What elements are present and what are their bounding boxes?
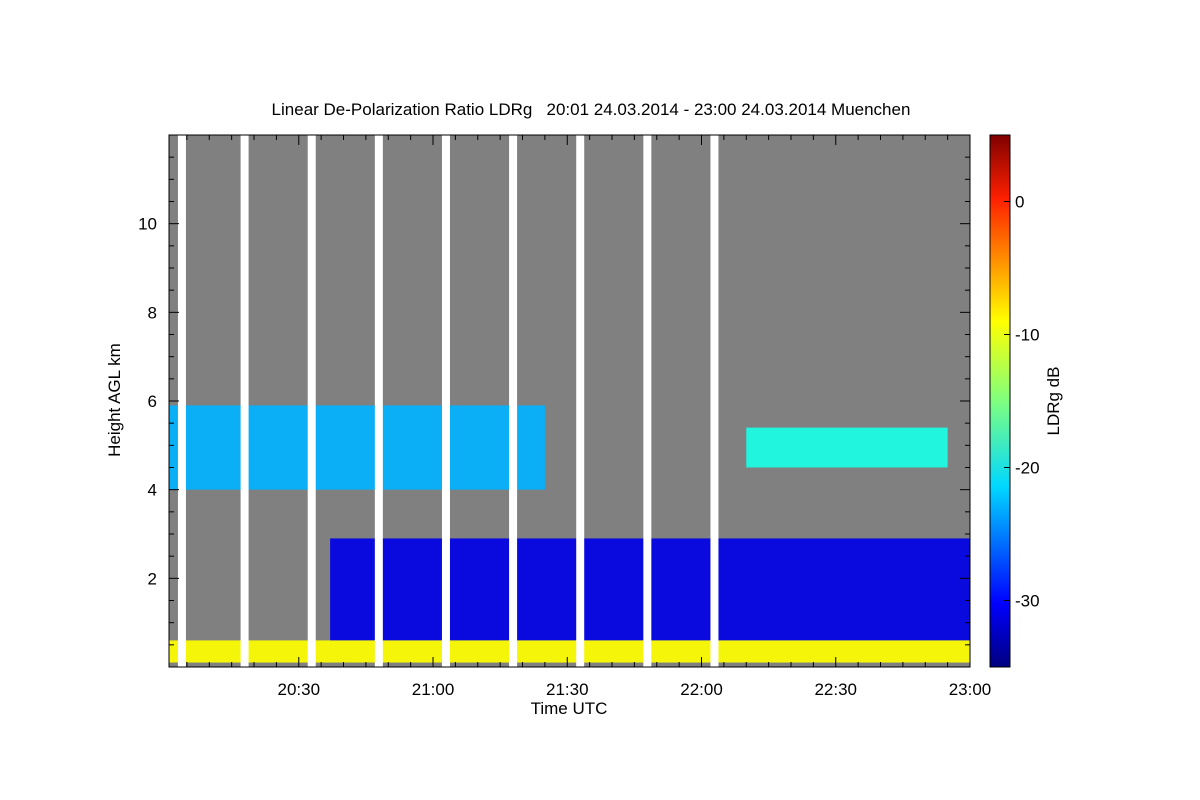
scan-gap-3 [307, 135, 316, 667]
y-tick-label: 4 [148, 481, 157, 500]
x-axis-label: Time UTC [531, 699, 608, 718]
y-axis: 2 4 6 8 10 [138, 134, 970, 668]
colorbar: 0 -10 -20 -30 LDRg dB [989, 134, 1063, 668]
x-axis: 20:30 21:00 21:30 22:00 22:30 23:00 [186, 135, 992, 699]
colorbar-tick-label: -10 [1015, 326, 1040, 345]
y-tick-label: 6 [148, 392, 157, 411]
chart-title: Linear De-Polarization Ratio LDRg 20:01 … [272, 100, 911, 119]
scan-gap-2 [240, 135, 249, 667]
x-tick-label: 22:30 [814, 680, 857, 699]
colorbar-gradient [989, 134, 1011, 668]
heatmap-plot-area [168, 134, 971, 668]
scan-gap-5 [441, 135, 450, 667]
colorbar-label: LDRg dB [1044, 367, 1063, 436]
feature-layer-2 [746, 427, 948, 468]
colorbar-tick-label: -20 [1015, 459, 1040, 478]
x-tick-label: 21:00 [412, 680, 455, 699]
scan-gap-9 [710, 135, 719, 667]
scan-gaps [177, 135, 719, 667]
scan-gap-4 [374, 135, 383, 667]
feature-layer-1 [169, 405, 545, 490]
y-tick-label: 2 [148, 569, 157, 588]
scan-gap-6 [509, 135, 518, 667]
y-tick-label: 10 [138, 215, 157, 234]
colorbar-tick-label: 0 [1015, 193, 1024, 212]
x-tick-label: 22:00 [680, 680, 723, 699]
scan-gap-7 [576, 135, 585, 667]
x-tick-label: 23:00 [949, 680, 992, 699]
y-axis-label: Height AGL km [105, 343, 124, 457]
scan-gap-1 [177, 135, 186, 667]
y-tick-label: 8 [148, 303, 157, 322]
feature-layer-4 [169, 640, 970, 663]
x-tick-label: 21:30 [546, 680, 589, 699]
colorbar-tick-label: -30 [1015, 592, 1040, 611]
scan-gap-8 [643, 135, 652, 667]
colorbar-ticks: 0 -10 -20 -30 [1004, 193, 1040, 611]
x-tick-label: 20:30 [277, 680, 320, 699]
